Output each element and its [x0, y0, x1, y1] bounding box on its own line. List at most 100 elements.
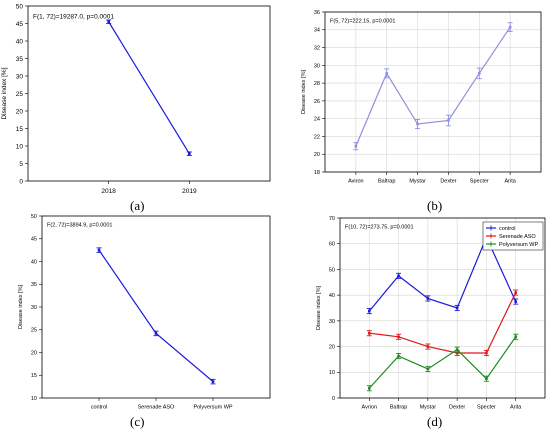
chart-b: 18 20 22 24 26 28 30 32 34 36 Aviron Baltrap Mystar D…: [301, 10, 542, 185]
data-point: [485, 377, 488, 381]
y-tick-label: 10: [31, 396, 37, 402]
y-axis-label: Disease index [%]: [301, 70, 307, 114]
panel-label-b: (b): [427, 198, 443, 213]
y-tick-label: 20: [31, 350, 37, 356]
data-point: [211, 380, 215, 383]
y-axis-label: Disease index [%]: [18, 285, 24, 329]
y-tick-label: 30: [31, 305, 37, 311]
y-tick-label: 30: [329, 319, 335, 325]
y-tick-label: 45: [16, 21, 24, 28]
y-tick-label: 24: [314, 117, 320, 123]
panel-label-c: (c): [130, 414, 145, 429]
data-point: [367, 309, 371, 313]
legend: control Serenade ASO Polyversum WP: [482, 221, 544, 251]
series-line: [108, 21, 190, 155]
y-tick-label: 22: [314, 134, 320, 140]
data-point: [397, 335, 400, 339]
plot-frame: [324, 11, 542, 173]
data-point: [385, 72, 389, 75]
y-tick-label: 50: [31, 214, 37, 220]
x-tick-label: Specter: [477, 405, 496, 411]
y-tick-label: 18: [314, 170, 320, 176]
y-tick-label: 20: [16, 108, 24, 115]
y-tick-label: 32: [314, 45, 320, 51]
x-tick-label: 2018: [101, 188, 116, 195]
y-tick-label: 10: [329, 370, 335, 376]
panel-label-d: (d): [427, 414, 443, 429]
y-tick-label: 35: [16, 56, 24, 63]
y-tick-label: 10: [16, 143, 24, 150]
data-point: [416, 122, 419, 126]
legend-label: Polyversum WP: [499, 242, 538, 248]
stat-annotation: F(1, 72)=19287.0, p=0.0001: [33, 13, 114, 20]
stat-annotation: F(10, 72)=273.75, p=0.0001: [345, 224, 414, 230]
data-point: [514, 300, 518, 303]
y-tick-label: 36: [314, 10, 320, 16]
y-tick-label: 20: [329, 344, 335, 350]
data-point: [455, 348, 459, 351]
stat-annotation: F(5, 72)=222.15, p=0.0001: [330, 18, 395, 24]
y-tick-label: 40: [329, 293, 335, 299]
data-point: [447, 119, 450, 122]
legend-label: control: [499, 226, 516, 232]
y-axis-label: Disease index [%]: [1, 67, 8, 119]
x-tick-label: Avrion: [362, 405, 378, 411]
y-tick-label: 30: [314, 63, 320, 69]
data-point: [188, 152, 191, 155]
x-tick-label: Dexter: [440, 179, 456, 185]
y-tick-label: 34: [314, 28, 320, 34]
data-point: [397, 354, 400, 358]
y-tick-label: 40: [31, 259, 37, 265]
plot-frame: [27, 5, 271, 182]
y-tick-label: 15: [16, 126, 24, 133]
y-tick-label: 0: [19, 178, 23, 185]
series-line: [98, 249, 214, 383]
data-point: [514, 335, 518, 339]
y-tick-label: 25: [31, 328, 37, 334]
panel-label-a: (a): [130, 198, 145, 213]
data-point: [477, 72, 481, 75]
data-point: [426, 345, 430, 348]
data-point: [455, 306, 459, 310]
data-point: [397, 274, 400, 278]
data-point: [354, 144, 358, 148]
data-point: [485, 351, 488, 355]
y-tick-label: 25: [16, 91, 24, 98]
x-tick-label: Baltrap: [390, 405, 407, 411]
plot-frame: [41, 215, 271, 399]
data-point: [154, 332, 158, 335]
y-tick-label: 26: [314, 99, 320, 105]
data-point: [514, 291, 518, 294]
y-tick-label: 50: [329, 267, 335, 273]
x-tick-label: Mystar: [409, 179, 426, 185]
x-tick-label: Polyversum WP: [193, 405, 232, 411]
data-point: [107, 20, 110, 24]
legend-label: Serenade ASO: [499, 234, 536, 240]
series-line: [355, 26, 511, 147]
data-point: [426, 367, 430, 371]
y-tick-label: 30: [16, 73, 24, 80]
data-point: [508, 25, 512, 29]
x-tick-label: Specter: [470, 179, 489, 185]
data-point: [367, 386, 371, 390]
data-point: [426, 297, 430, 300]
stat-annotation: F(2, 72)=3894.9, p=0.0001: [47, 222, 112, 228]
series-line: [368, 336, 517, 389]
y-tick-label: 70: [329, 216, 335, 222]
y-tick-label: 28: [314, 81, 320, 87]
data-point: [455, 351, 459, 355]
y-tick-label: 5: [19, 161, 23, 168]
x-tick-label: 2019: [182, 188, 197, 195]
series-line: [369, 292, 517, 354]
y-tick-label: 40: [16, 38, 24, 45]
x-tick-label: Baltrap: [378, 179, 395, 185]
data-point: [367, 331, 371, 335]
y-axis-label: Disease index [%]: [316, 286, 322, 330]
x-tick-label: Arita: [504, 179, 516, 185]
y-tick-label: 20: [314, 152, 320, 158]
plot-frame: [339, 217, 546, 399]
data-point: [97, 248, 101, 252]
y-tick-label: 50: [16, 3, 24, 10]
y-tick-label: 45: [31, 237, 37, 243]
